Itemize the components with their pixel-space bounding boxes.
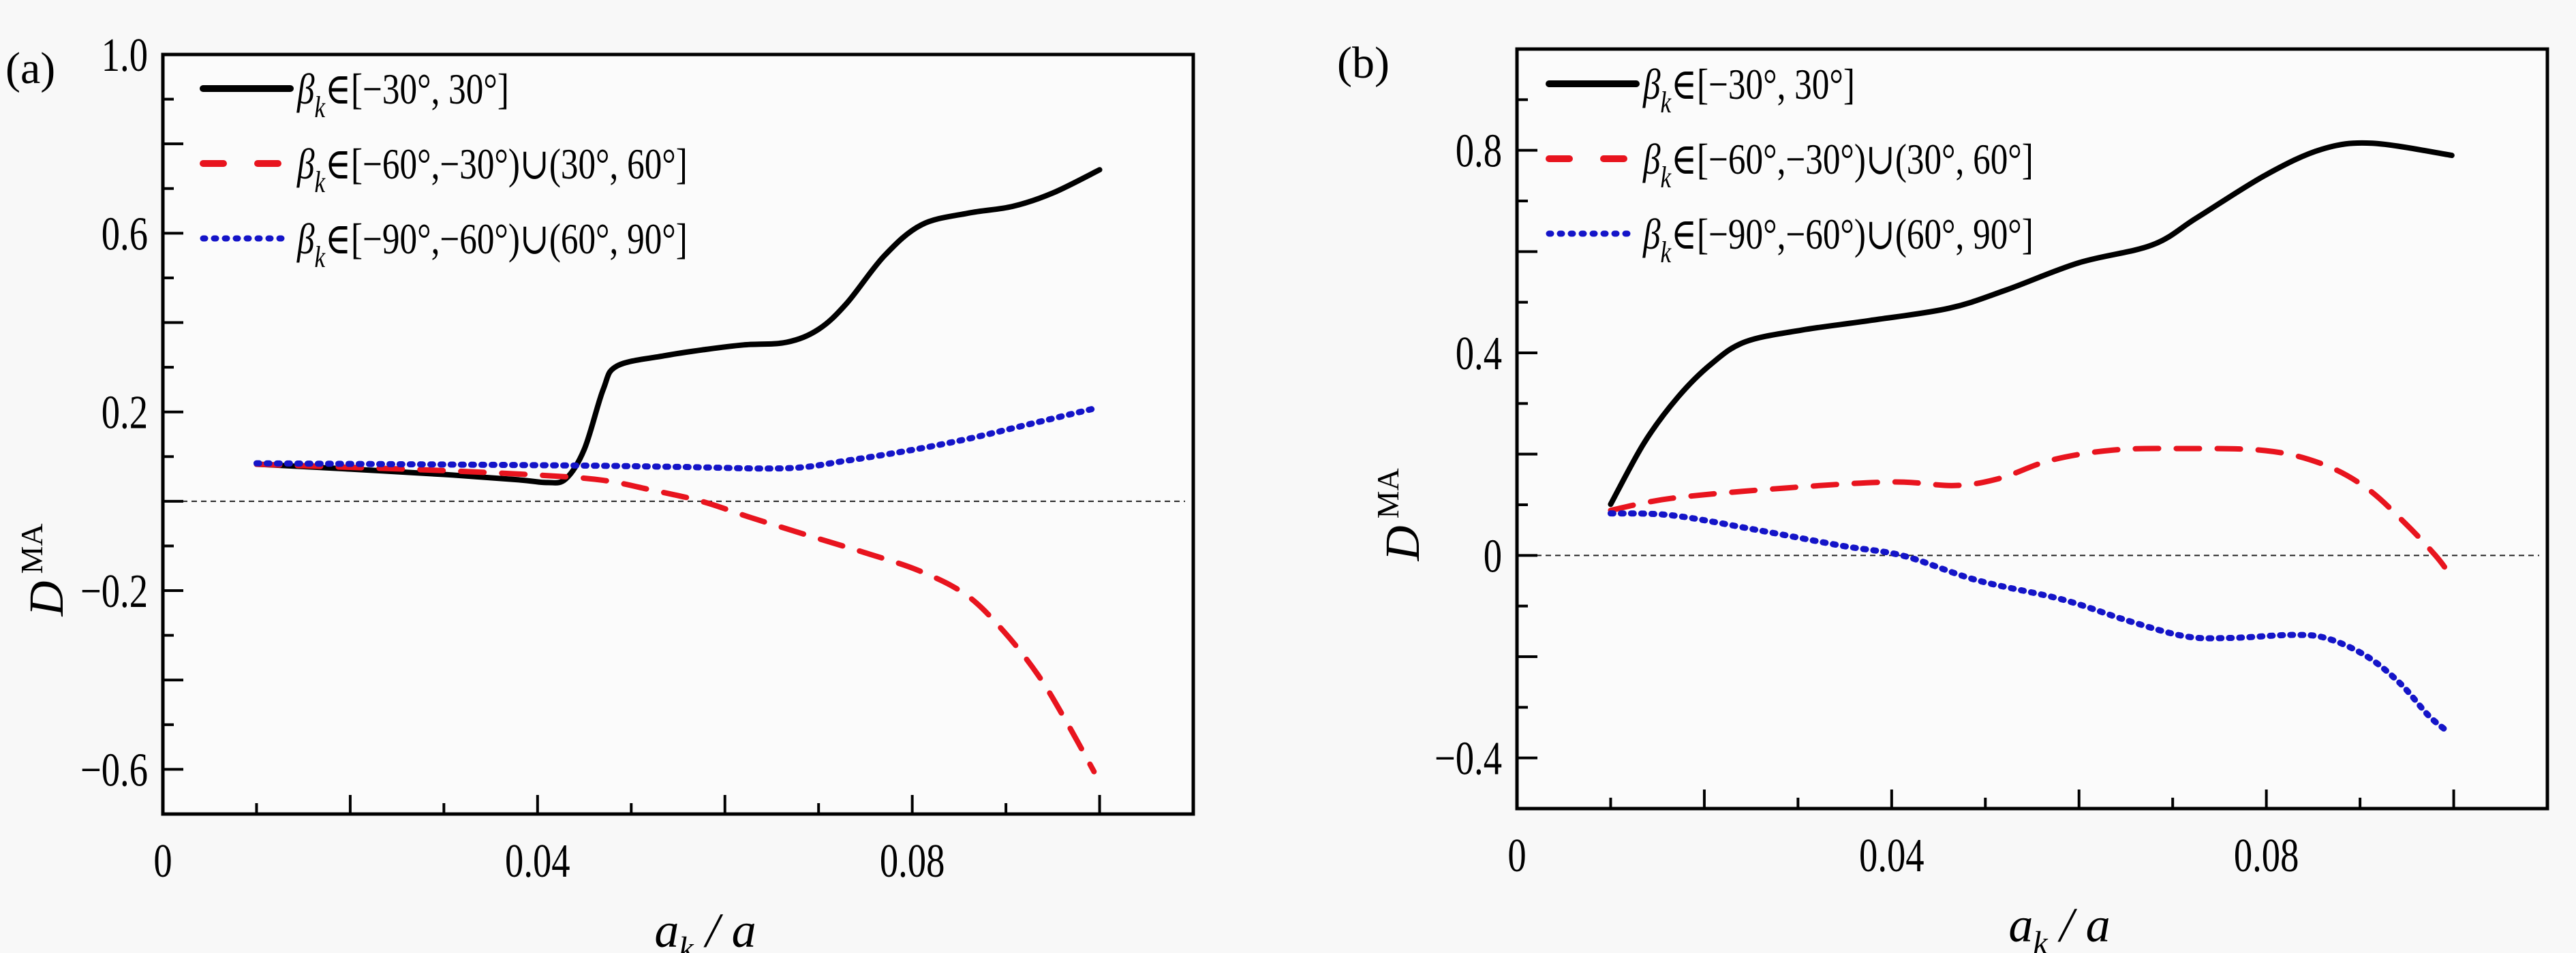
y-tick-label: −0.6 — [80, 743, 148, 796]
legend-label: βk∈[−30°, 30°] — [1642, 60, 1855, 119]
legend-label: βk∈[−30°, 30°] — [296, 65, 509, 124]
plot-frame — [1515, 47, 2549, 811]
plot-area — [163, 54, 1193, 814]
legend-label: βk∈[−60°,−30°)∪(30°, 60°] — [296, 140, 688, 199]
legend-label: βk∈[−90°,−60°)∪(60°, 90°] — [1642, 210, 2034, 269]
y-axis-title: DMA — [1370, 468, 1430, 561]
y-tick-label: 0 — [1484, 529, 1502, 582]
x-tick-label: 0.08 — [2234, 829, 2299, 882]
series-line-dashed — [254, 461, 1097, 775]
y-tick-label: −0.4 — [1435, 732, 1502, 785]
panel-label: (a) — [5, 44, 55, 93]
y-tick-label: 0.4 — [1456, 327, 1502, 380]
x-tick-label: 0 — [1507, 829, 1526, 882]
legend-label: βk∈[−60°,−30°)∪(30°, 60°] — [1642, 135, 2034, 194]
x-tick-label: 0.08 — [880, 834, 945, 888]
y-tick-label: 1.0 — [102, 29, 148, 82]
plot-area — [1517, 49, 2547, 809]
y-tick-label: 0.6 — [102, 207, 148, 260]
y-axis-title: DMA — [14, 523, 74, 616]
series-line-dotted — [253, 405, 1097, 472]
x-axis-title: ak / a — [654, 903, 756, 953]
chart-panel-b: (b)0 0.04 0.080.80.40−0.4ak / aDMAβk∈[−30°… — [1337, 38, 2549, 953]
y-tick-label: 0.2 — [102, 386, 148, 439]
legend-label: βk∈[−90°,−60°)∪(60°, 90°] — [296, 215, 688, 274]
x-tick-label: 0 — [153, 834, 172, 888]
x-axis-title: ak / a — [2008, 898, 2110, 953]
plot-frame — [161, 52, 1195, 816]
y-tick-label: −0.2 — [80, 565, 148, 618]
x-tick-label: 0.04 — [1859, 829, 1925, 882]
x-tick-label: 0.04 — [505, 834, 570, 888]
series-line-dotted — [1607, 510, 2451, 734]
panel-label: (b) — [1337, 38, 1390, 88]
series-line-solid — [1608, 140, 2455, 507]
chart-panel-a: (a) 0 0.04 0.08 1.0 0.6 0.2 −0.2 −0.6 ak / a DMA βk… — [5, 29, 1195, 953]
y-tick-label: 0.8 — [1456, 124, 1502, 177]
series-line-dashed — [1608, 446, 2452, 576]
series-line-solid — [254, 167, 1103, 486]
